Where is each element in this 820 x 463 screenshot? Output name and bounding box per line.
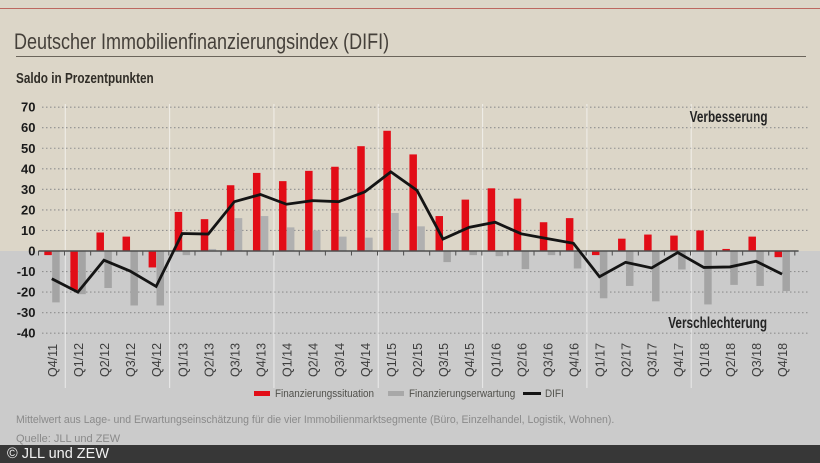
- svg-text:50: 50: [21, 141, 35, 156]
- svg-text:-10: -10: [17, 264, 36, 279]
- svg-text:Q3/13: Q3/13: [228, 343, 242, 377]
- svg-text:70: 70: [21, 100, 35, 115]
- svg-text:Q4/15: Q4/15: [463, 343, 477, 377]
- svg-text:Q2/18: Q2/18: [724, 343, 738, 377]
- svg-text:10: 10: [21, 223, 35, 238]
- svg-text:Q3/17: Q3/17: [646, 343, 660, 377]
- svg-text:Q4/14: Q4/14: [359, 343, 373, 377]
- svg-text:Q3/16: Q3/16: [541, 343, 555, 377]
- svg-text:Q4/16: Q4/16: [568, 343, 582, 377]
- svg-text:Q4/11: Q4/11: [46, 344, 60, 377]
- svg-text:Q2/16: Q2/16: [515, 343, 529, 377]
- svg-text:Q2/14: Q2/14: [307, 343, 321, 377]
- svg-text:40: 40: [21, 161, 35, 176]
- svg-text:Q2/15: Q2/15: [411, 343, 425, 377]
- svg-text:Q1/12: Q1/12: [72, 343, 86, 377]
- svg-text:Q3/15: Q3/15: [437, 343, 451, 377]
- svg-text:Q3/14: Q3/14: [333, 343, 347, 377]
- svg-text:Q1/15: Q1/15: [385, 343, 399, 377]
- svg-text:Q4/18: Q4/18: [776, 343, 790, 377]
- svg-text:Q3/12: Q3/12: [124, 343, 138, 377]
- svg-text:-20: -20: [17, 285, 36, 300]
- svg-text:-30: -30: [17, 305, 36, 320]
- svg-text:Q1/16: Q1/16: [489, 343, 503, 377]
- svg-text:Q2/17: Q2/17: [620, 343, 634, 377]
- svg-text:Q4/17: Q4/17: [672, 343, 686, 377]
- svg-text:-40: -40: [17, 326, 36, 341]
- svg-text:Q4/13: Q4/13: [255, 343, 269, 377]
- svg-text:Q1/18: Q1/18: [698, 343, 712, 377]
- svg-text:Q3/18: Q3/18: [750, 343, 764, 377]
- svg-text:60: 60: [21, 120, 35, 135]
- svg-text:0: 0: [28, 244, 35, 259]
- svg-text:Q1/17: Q1/17: [594, 343, 608, 377]
- svg-text:Q1/14: Q1/14: [281, 343, 295, 377]
- svg-text:Q2/13: Q2/13: [202, 343, 216, 377]
- svg-text:20: 20: [21, 202, 35, 217]
- svg-text:Q2/12: Q2/12: [98, 343, 112, 377]
- svg-text:30: 30: [21, 182, 35, 197]
- svg-text:Q1/13: Q1/13: [176, 343, 190, 377]
- svg-text:Q4/12: Q4/12: [150, 343, 164, 377]
